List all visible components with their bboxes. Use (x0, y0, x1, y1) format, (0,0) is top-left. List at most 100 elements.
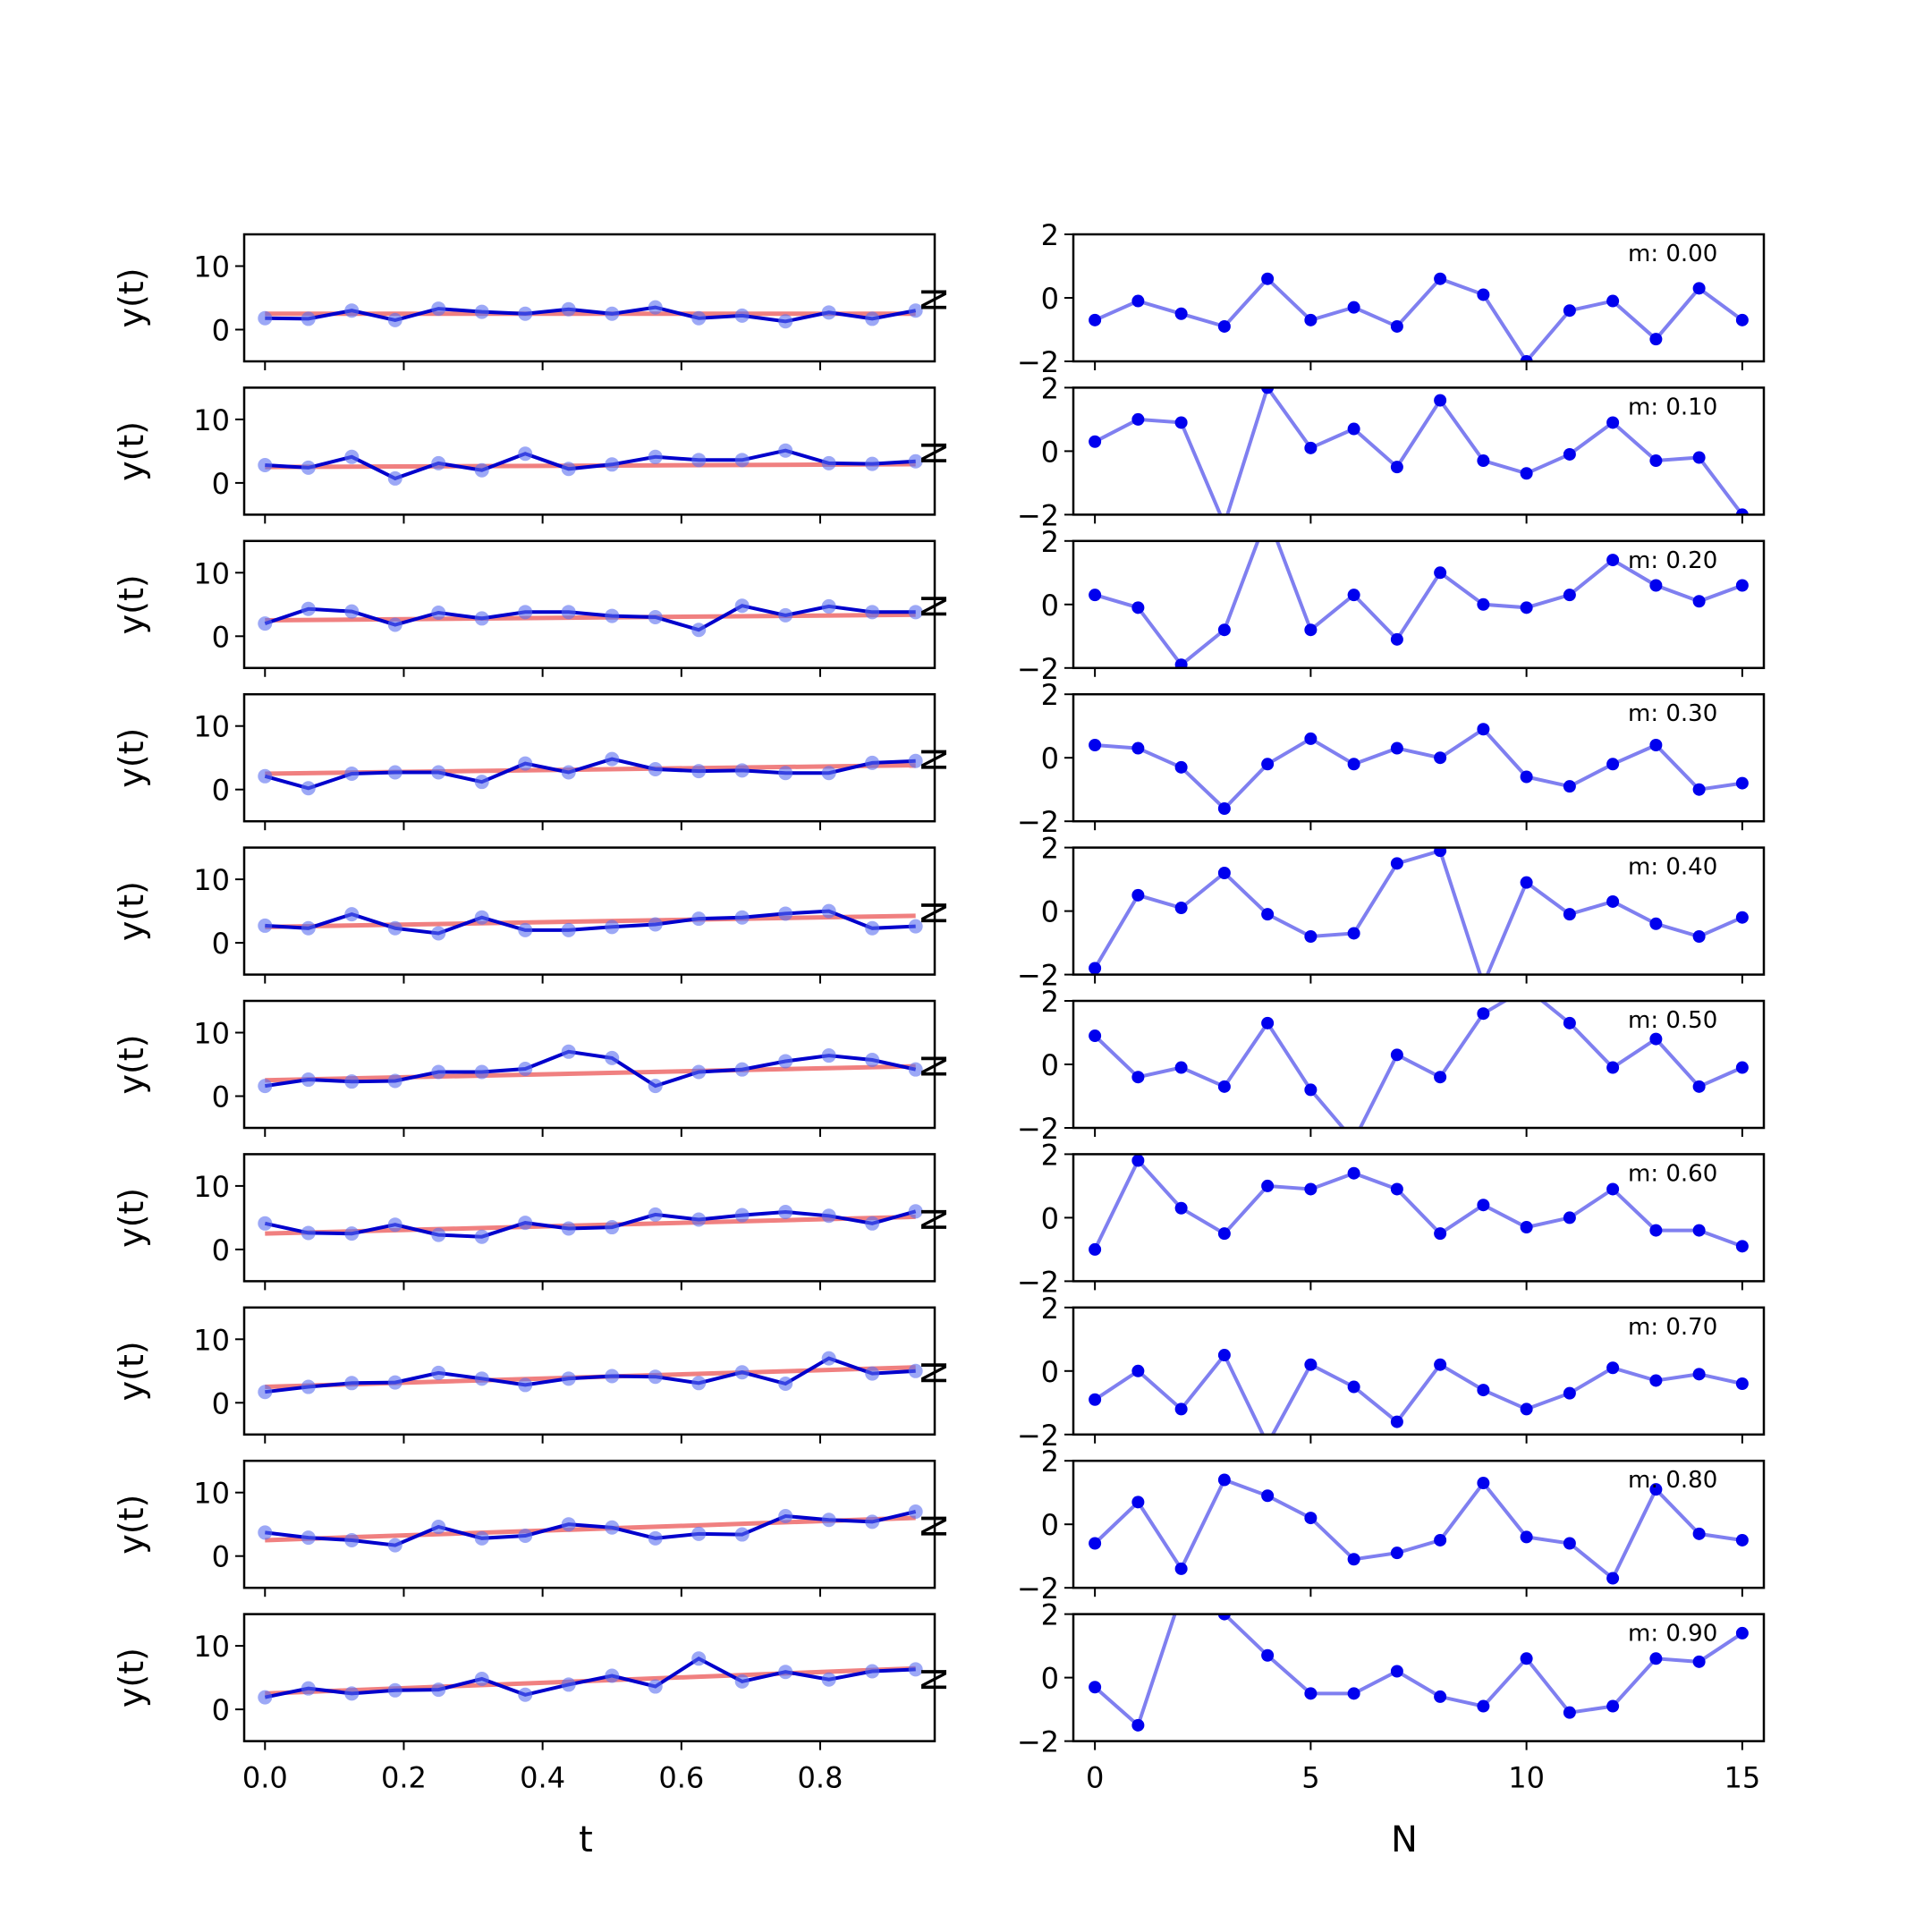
series-line (265, 1356, 916, 1394)
residual-point (1477, 597, 1490, 611)
residual-point (1649, 1652, 1663, 1665)
residual-point (1606, 416, 1620, 429)
data-point (301, 601, 316, 616)
data-point (821, 1048, 836, 1063)
residual-point (1692, 451, 1706, 464)
data-point (258, 1690, 273, 1705)
y-tick-label: 0 (1041, 741, 1059, 775)
data-point (301, 1530, 316, 1546)
residual-point (1649, 1374, 1663, 1387)
residual-point (1174, 1562, 1188, 1575)
data-point (648, 1530, 663, 1546)
data-point (474, 462, 489, 478)
data-point (561, 1677, 576, 1692)
residual-point (1735, 1061, 1749, 1074)
left-plot-area (258, 1504, 923, 1553)
residual-point (1692, 930, 1706, 943)
data-point (518, 922, 533, 937)
residual-point (1520, 1530, 1533, 1544)
residual-line (1093, 1157, 1743, 1250)
residual-point (1390, 857, 1403, 870)
y-tick-label: −2 (1017, 1725, 1059, 1759)
data-point (301, 781, 316, 796)
data-point (605, 919, 620, 935)
residual-point (1692, 1655, 1706, 1668)
residual-point (1520, 601, 1533, 614)
data-point (431, 765, 446, 780)
residual-point (1261, 387, 1275, 394)
residual-point (1692, 1080, 1706, 1093)
residual-point (1606, 1699, 1620, 1713)
left-subplot-frame (242, 1306, 936, 1436)
y-tick-label: 2 (1041, 985, 1059, 1019)
data-point (821, 766, 836, 781)
residual-point (1089, 435, 1102, 448)
data-point (648, 1369, 663, 1385)
data-point (561, 462, 576, 477)
y-tick-label: 0 (212, 620, 230, 654)
y-tick-label: 0 (1041, 1201, 1059, 1235)
data-point (301, 1072, 316, 1088)
data-point (258, 1216, 273, 1231)
data-point (691, 1064, 707, 1080)
data-point (648, 1079, 663, 1094)
data-point (561, 1044, 576, 1059)
data-point (908, 1363, 923, 1378)
right-subplot: m: 0.40 −2 0 2 N (915, 832, 1766, 993)
y-tick-label: 0 (212, 1080, 230, 1114)
data-point (561, 922, 576, 937)
right-y-axis-label: N (915, 1360, 954, 1385)
left-plot-area (258, 1351, 923, 1400)
right-plot-area (1089, 847, 1749, 975)
residual-point (1649, 333, 1663, 346)
residual-point (1735, 508, 1749, 515)
residual-point (1390, 319, 1403, 333)
data-point (561, 1221, 576, 1236)
data-point (691, 453, 707, 468)
left-y-axis-label: y(t) (112, 421, 151, 481)
residual-point (1520, 770, 1533, 784)
y-tick-label: 0 (1041, 1508, 1059, 1542)
left-y-axis-label: y(t) (112, 1341, 151, 1401)
y-tick-label: 10 (193, 863, 230, 897)
data-point (258, 616, 273, 631)
y-tick-label: −2 (1017, 498, 1059, 532)
residual-point (1520, 876, 1533, 889)
residual-point (1692, 1368, 1706, 1381)
residual-point (1434, 1533, 1447, 1546)
y-tick-label: 10 (193, 1017, 230, 1051)
y-tick-label: 0 (1041, 589, 1059, 623)
data-point (908, 605, 923, 620)
y-tick-label: 2 (1041, 525, 1059, 559)
data-point (387, 312, 402, 327)
residual-point (1563, 1016, 1576, 1030)
residual-point (1563, 304, 1576, 318)
residual-point (1390, 1048, 1403, 1062)
data-point (258, 918, 273, 933)
slope-annotation: m: 0.50 (1628, 1007, 1717, 1034)
residual-point (1735, 313, 1749, 326)
residual-point (1735, 579, 1749, 592)
right-y-axis-label: N (915, 287, 954, 312)
data-point (431, 455, 446, 470)
data-point (778, 766, 793, 781)
data-point (301, 1379, 316, 1394)
residual-point (1089, 313, 1102, 326)
data-point (561, 765, 576, 780)
right-y-axis-label: N (915, 440, 954, 465)
data-point (691, 1526, 707, 1541)
x-tick-label: 0.6 (658, 1761, 704, 1795)
right-subplot: m: 0.80 −2 0 2 N (915, 1445, 1766, 1606)
data-point (431, 1227, 446, 1242)
residual-point (1477, 1477, 1490, 1490)
data-point (387, 1073, 402, 1089)
residual-point (1434, 1358, 1447, 1371)
residual-point (1563, 447, 1576, 461)
right-subplot: m: 0.10 −2 0 2 N (915, 371, 1766, 532)
data-point (387, 1682, 402, 1698)
slope-annotation: m: 0.70 (1628, 1314, 1717, 1341)
residual-point (1606, 758, 1620, 771)
left-plot-area (258, 751, 923, 796)
series-line (264, 1209, 917, 1239)
